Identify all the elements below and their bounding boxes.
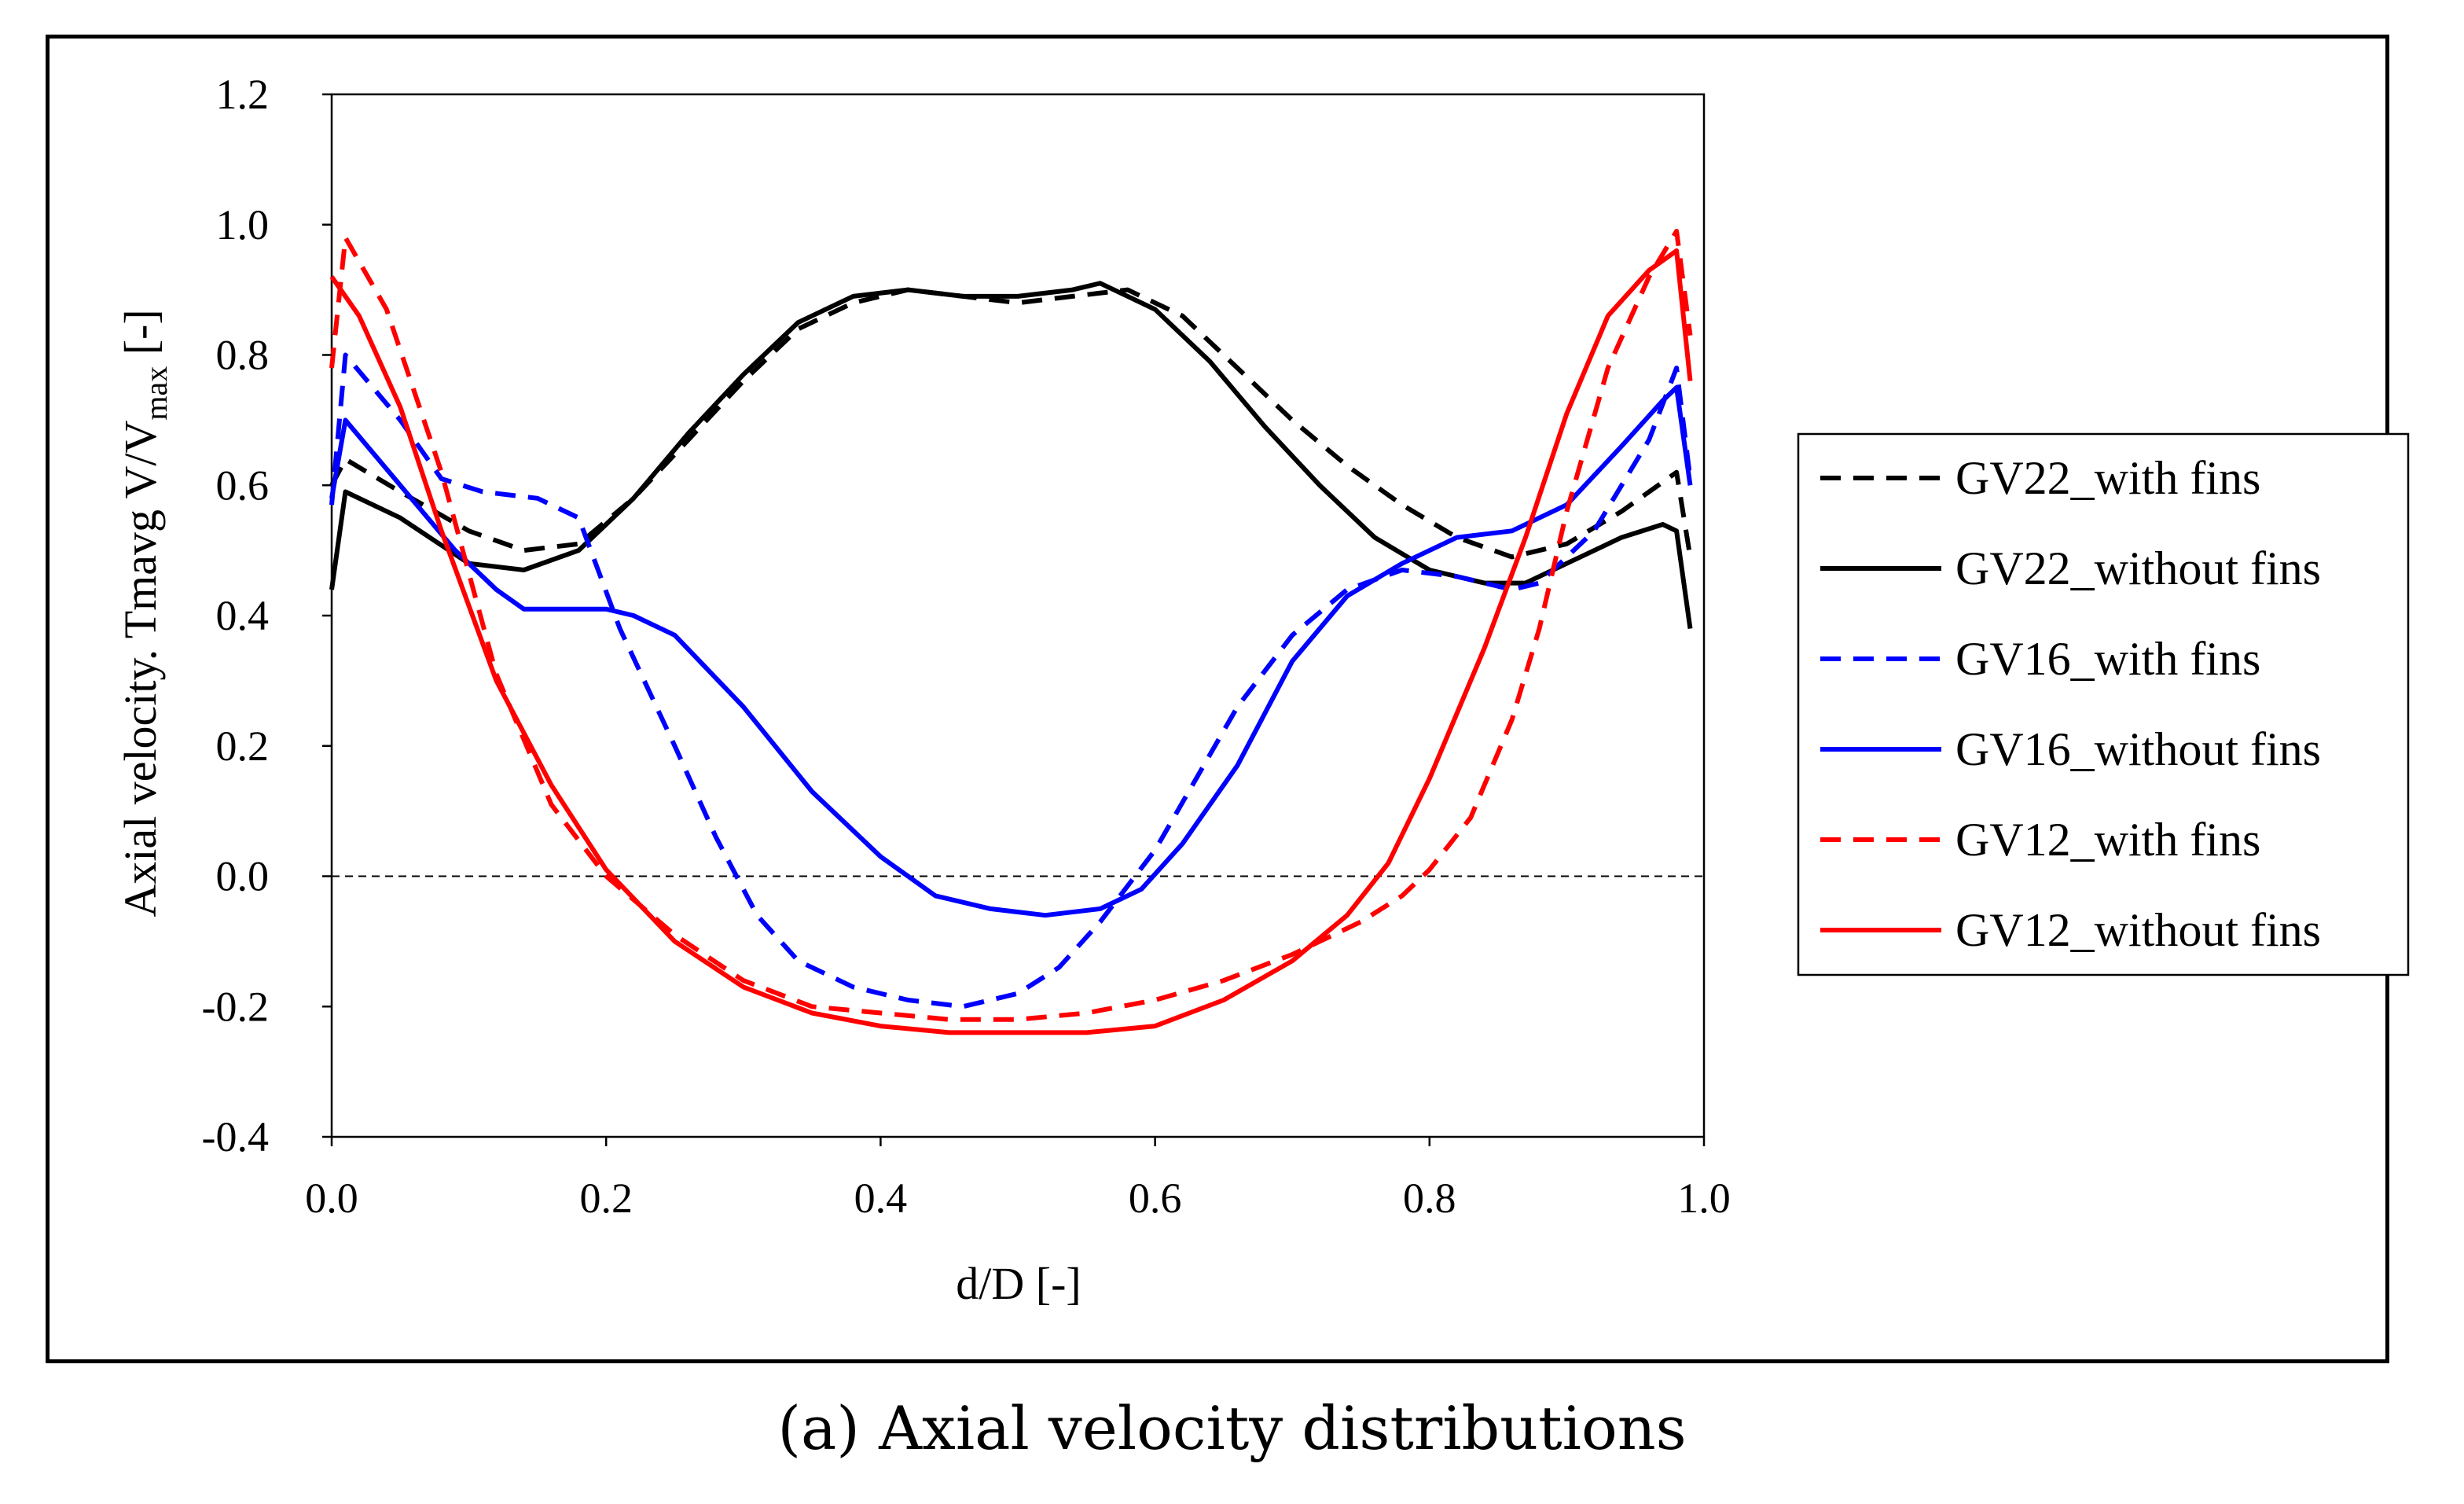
legend-label-3: GV16_without fins — [1955, 723, 2321, 775]
series-line-4 — [329, 229, 1693, 1022]
y-axis-title: Axial velocity. Tmavg V/Vmax [-] — [115, 309, 174, 917]
y-tick-label: 0.8 — [216, 332, 270, 379]
legend-box — [1797, 432, 2410, 976]
legend-label-0: GV22_with fins — [1955, 452, 2260, 504]
x-tick-label: 0.4 — [854, 1175, 908, 1222]
y-tick-label: 1.2 — [216, 71, 270, 118]
x-axis-title: d/D [-] — [956, 1258, 1081, 1309]
x-tick-label: 1.0 — [1677, 1175, 1731, 1222]
x-tick-label: 0.2 — [579, 1175, 633, 1222]
legend-label-5: GV12_without fins — [1955, 904, 2321, 956]
y-tick-label: 0.6 — [216, 461, 270, 509]
line-chart: 0.0 0.2 0.4 0.6 0.8 1.0 -0.4 -0.2 0.0 0.2 0.4 0.6 0.… — [115, 71, 2410, 1309]
y-tick-label: -0.2 — [202, 983, 269, 1030]
x-tick-label: 0.6 — [1129, 1175, 1182, 1222]
series-line-0 — [329, 287, 1693, 560]
series-line-5 — [329, 248, 1693, 1035]
y-tick-label: -0.4 — [202, 1113, 269, 1160]
y-tick-label: 0.2 — [216, 723, 270, 770]
y-tick-label: 0.0 — [216, 853, 270, 900]
x-tick-label: 0.8 — [1403, 1175, 1456, 1222]
legend: GV22_with fins GV22_without fins GV16_with… — [1797, 432, 2410, 976]
legend-label-4: GV12_with fins — [1955, 814, 2260, 866]
legend-label-1: GV22_without fins — [1955, 542, 2321, 594]
y-tick-label: 0.4 — [216, 592, 270, 639]
figure-caption: (a) Axial velocity distributions — [777, 1393, 1687, 1463]
series-line-2 — [329, 352, 1693, 1009]
y-tick-label: 1.0 — [216, 201, 270, 248]
x-tick-label: 0.0 — [305, 1175, 358, 1222]
series-line-1 — [329, 281, 1693, 630]
series-line-3 — [329, 384, 1693, 918]
legend-label-2: GV16_with fins — [1955, 633, 2260, 685]
